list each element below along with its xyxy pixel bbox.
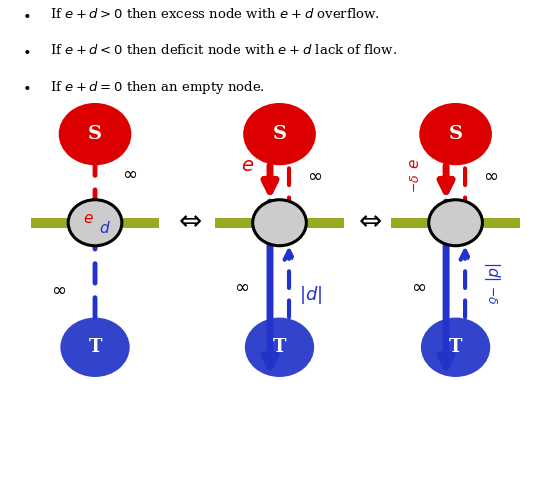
Bar — [215, 218, 344, 228]
Text: $\bullet$: $\bullet$ — [22, 79, 31, 93]
Text: $-\delta$: $-\delta$ — [485, 285, 499, 304]
Text: $\infty$: $\infty$ — [122, 165, 138, 182]
FancyArrowPatch shape — [264, 202, 276, 367]
Text: $e$: $e$ — [83, 212, 94, 226]
FancyArrowPatch shape — [440, 166, 452, 192]
Text: $\infty$: $\infty$ — [51, 281, 67, 299]
Text: S: S — [88, 125, 102, 143]
Text: $-\delta$: $-\delta$ — [409, 173, 422, 193]
Text: $|d|$: $|d|$ — [482, 261, 502, 281]
FancyArrowPatch shape — [461, 251, 470, 317]
Circle shape — [60, 318, 130, 377]
Text: T: T — [88, 338, 102, 356]
Text: $\infty$: $\infty$ — [410, 278, 426, 297]
Text: If $e + d < 0$ then deficit node with $e + d$ lack of flow.: If $e + d < 0$ then deficit node with $e… — [50, 43, 397, 57]
FancyArrowPatch shape — [440, 202, 452, 367]
Text: $\Leftrightarrow$: $\Leftrightarrow$ — [173, 206, 202, 234]
Text: T: T — [449, 338, 462, 356]
Text: If $e + d = 0$ then an empty node.: If $e + d = 0$ then an empty node. — [50, 79, 265, 96]
Text: S: S — [448, 125, 463, 143]
FancyArrowPatch shape — [264, 166, 276, 192]
Text: $\Leftrightarrow$: $\Leftrightarrow$ — [353, 206, 382, 234]
Circle shape — [59, 103, 131, 165]
Text: $d$: $d$ — [99, 219, 111, 236]
Text: T: T — [273, 338, 286, 356]
Text: $|d|$: $|d|$ — [299, 284, 322, 306]
Circle shape — [429, 200, 482, 246]
Text: If $e + d > 0$ then excess node with $e + d$ overflow.: If $e + d > 0$ then excess node with $e … — [50, 7, 380, 21]
FancyArrowPatch shape — [285, 110, 293, 243]
FancyArrowPatch shape — [90, 111, 100, 243]
Circle shape — [419, 103, 492, 165]
Text: $\infty$: $\infty$ — [483, 167, 499, 185]
Circle shape — [253, 200, 306, 246]
Text: $\infty$: $\infty$ — [234, 278, 250, 297]
Bar — [31, 218, 159, 228]
FancyArrowPatch shape — [90, 207, 100, 317]
Text: $\bullet$: $\bullet$ — [22, 43, 31, 57]
Bar — [391, 218, 520, 228]
FancyArrowPatch shape — [285, 251, 293, 317]
Circle shape — [68, 200, 122, 246]
Text: S: S — [272, 125, 287, 143]
Text: $e$: $e$ — [408, 159, 423, 170]
FancyArrowPatch shape — [461, 110, 470, 243]
Text: $\bullet$: $\bullet$ — [22, 7, 31, 21]
Circle shape — [245, 318, 314, 377]
Text: $\infty$: $\infty$ — [307, 167, 323, 185]
Circle shape — [421, 318, 490, 377]
Text: $e$: $e$ — [240, 158, 254, 175]
Circle shape — [243, 103, 316, 165]
